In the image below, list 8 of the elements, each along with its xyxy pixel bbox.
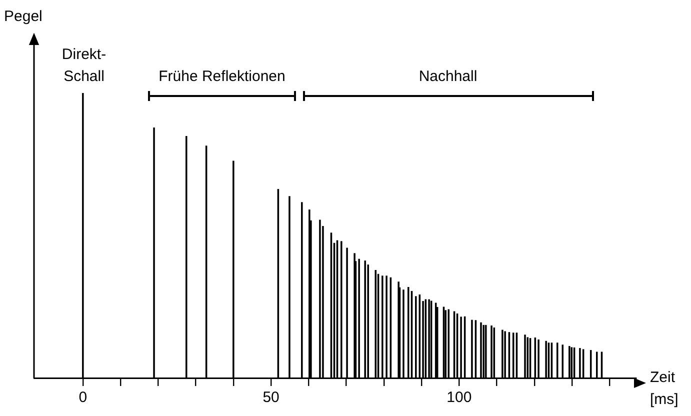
x-tick-label: 50 [262,389,280,406]
text: Nachhall [418,67,478,87]
y-axis-title: Pegel [4,8,42,26]
x-tick-label: 0 [78,389,88,406]
text: Frühe Reflektionen [158,67,286,87]
x-tick-label: 100 [446,389,472,406]
text: Direkt- Schall [62,46,106,85]
x-axis-title: Zeit [ms] [650,369,678,408]
